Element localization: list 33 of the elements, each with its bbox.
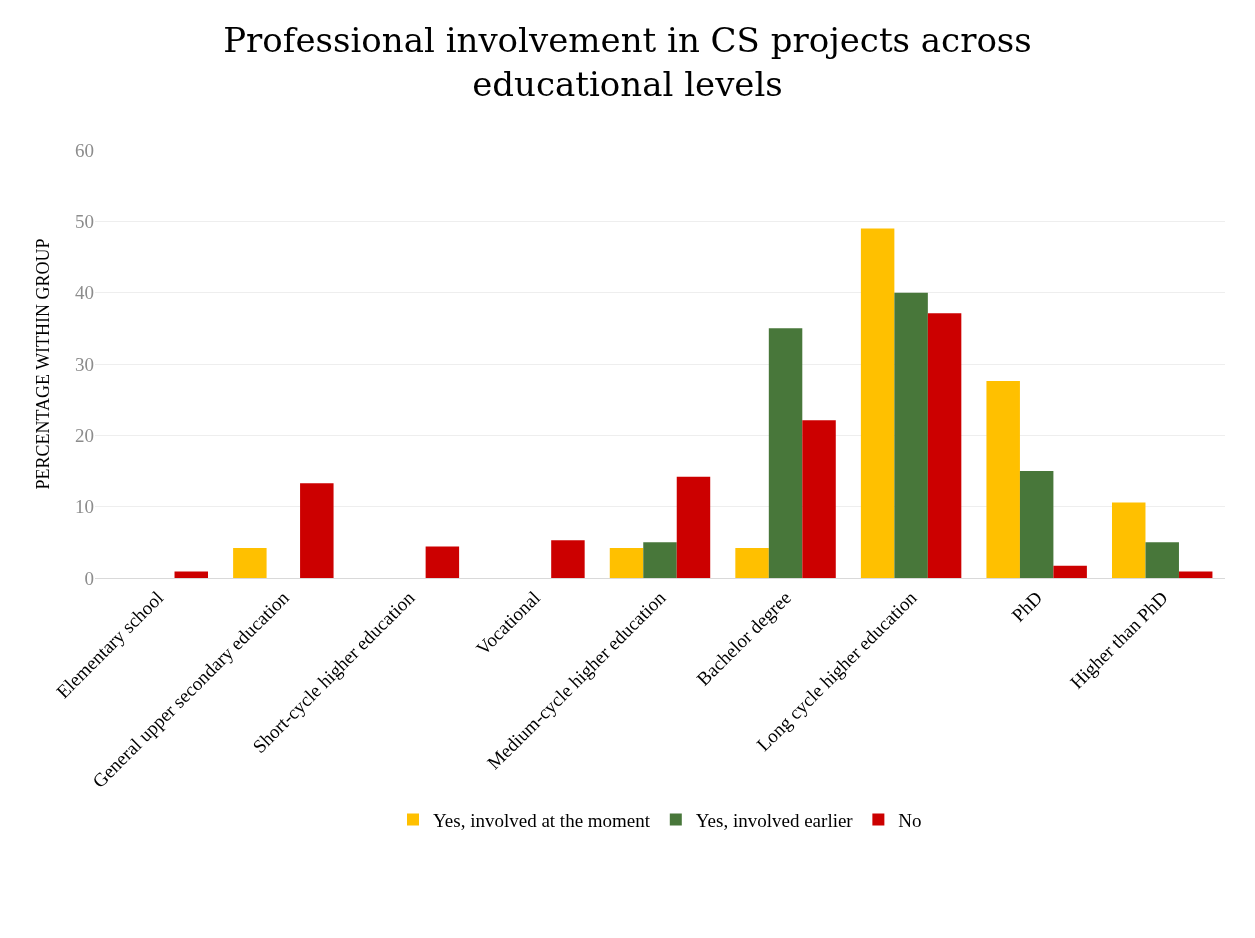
bar [1112, 502, 1146, 578]
y-tick-label: 40 [75, 282, 94, 304]
bar [986, 381, 1020, 578]
chart-title: Professional involvement in CS projects across educational levels [223, 19, 1032, 104]
y-tick-label: 50 [75, 210, 94, 232]
bar [609, 548, 644, 578]
bar [643, 542, 677, 578]
bar [425, 546, 460, 578]
y-tick-label: 20 [75, 424, 94, 446]
bar [676, 476, 711, 578]
bar [174, 571, 208, 578]
bar [735, 548, 769, 578]
y-tick-label: 60 [75, 139, 94, 161]
bar [233, 548, 267, 578]
legend-label: Yes, involved earlier [695, 809, 854, 831]
y-axis-title: PERCENTAGE WITHIN GROUP [33, 238, 54, 490]
y-tick-label: 10 [75, 496, 94, 518]
bar [894, 292, 928, 578]
bar [1145, 542, 1179, 578]
bar [802, 420, 836, 578]
bar [1019, 471, 1054, 578]
legend-label: Yes, involved at the moment [433, 809, 651, 831]
y-tick-label: 0 [84, 567, 94, 589]
bar [1053, 565, 1087, 578]
bar [551, 540, 585, 578]
bar [1178, 571, 1213, 578]
bar [927, 313, 962, 578]
y-tick-label: 30 [75, 353, 94, 375]
legend-label: No [898, 809, 922, 831]
bar [860, 228, 895, 578]
bar [300, 483, 334, 578]
bar [768, 328, 803, 578]
x-tick-label: PhD [1007, 587, 1047, 626]
